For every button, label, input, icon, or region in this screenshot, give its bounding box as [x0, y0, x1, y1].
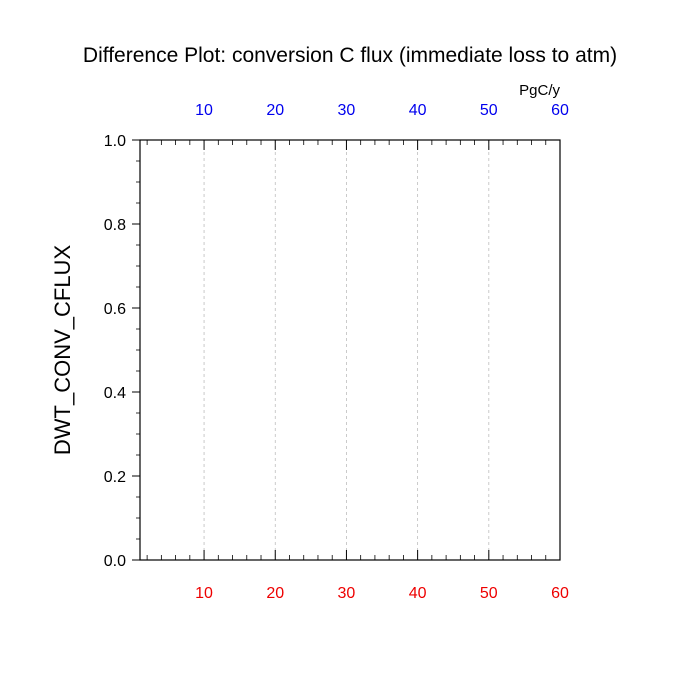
y-axis-label: DWT_CONV_CFLUX	[50, 245, 75, 456]
chart-title: Difference Plot: conversion C flux (imme…	[83, 44, 617, 67]
x-tick-label-top: 30	[338, 102, 356, 119]
x-tick-label-bottom: 30	[338, 585, 356, 602]
tick-labels: 10 10 20 20 30 30 40 40 50 50 60 60 0.0 0.2 0.4 0.6 0.8 1…	[104, 102, 569, 602]
plot-frame	[139, 139, 561, 561]
y-tick-label: 0.2	[104, 469, 126, 486]
axis-ticks	[132, 139, 561, 561]
x-tick-label-bottom: 20	[266, 585, 284, 602]
x-tick-label-bottom: 10	[195, 585, 213, 602]
units-label: PgC/y	[519, 82, 560, 99]
x-tick-label-bottom: 60	[551, 585, 569, 602]
x-tick-label-bottom: 40	[409, 585, 427, 602]
y-tick-label: 0.6	[104, 301, 126, 318]
gridlines	[203, 140, 490, 560]
x-tick-label-top: 20	[266, 102, 284, 119]
x-tick-label-top: 40	[409, 102, 427, 119]
x-tick-label-top: 60	[551, 102, 569, 119]
y-tick-label: 0.8	[104, 217, 126, 234]
x-tick-label-top: 50	[480, 102, 498, 119]
x-tick-label-top: 10	[195, 102, 213, 119]
y-tick-label: 0.4	[104, 385, 126, 402]
y-tick-label: 0.0	[104, 553, 126, 570]
y-tick-label: 1.0	[104, 133, 126, 150]
x-tick-label-bottom: 50	[480, 585, 498, 602]
